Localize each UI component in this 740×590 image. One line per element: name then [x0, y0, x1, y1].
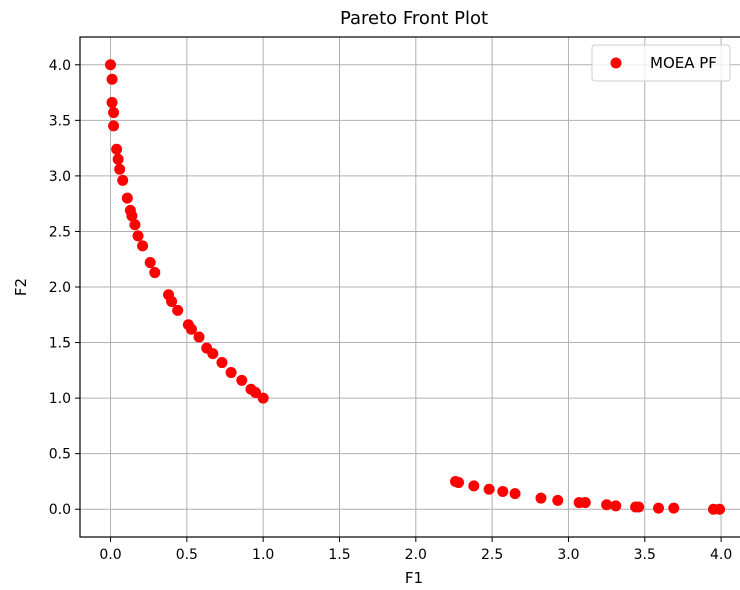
data-point — [108, 107, 120, 119]
data-point — [149, 267, 161, 279]
data-point — [207, 348, 219, 360]
data-point — [535, 492, 547, 504]
y-tick-label: 3.0 — [49, 169, 71, 185]
y-tick-label: 4.0 — [49, 58, 71, 74]
x-tick-label: 0.5 — [176, 547, 198, 563]
x-tick-label: 3.5 — [634, 547, 656, 563]
data-point — [137, 240, 149, 252]
data-point — [216, 357, 228, 369]
data-point — [112, 153, 124, 165]
data-points — [105, 59, 726, 515]
y-tick-label: 0.5 — [49, 447, 71, 463]
data-point — [144, 257, 156, 269]
y-tick-label: 3.5 — [49, 113, 71, 129]
data-point — [121, 192, 133, 204]
y-tick-label: 1.5 — [49, 336, 71, 352]
data-point — [106, 97, 118, 109]
data-point — [552, 494, 564, 506]
data-point — [633, 501, 645, 513]
legend-box — [591, 44, 731, 82]
y-tick-label: 1.0 — [49, 391, 71, 407]
data-point — [132, 230, 144, 242]
legend-marker — [610, 57, 622, 69]
data-point — [172, 304, 184, 316]
data-point — [497, 485, 509, 497]
data-point — [111, 143, 123, 155]
y-tick-label: 0.0 — [49, 502, 71, 518]
x-tick-label: 0.0 — [99, 547, 121, 563]
y-axis: 0.0 0.5 1.0 1.5 2.0 2.5 3.0 3.5 4.0 — [49, 58, 80, 518]
data-point — [193, 331, 205, 343]
data-point — [106, 73, 118, 85]
data-point — [185, 323, 197, 335]
data-point — [236, 374, 248, 386]
data-point — [250, 387, 262, 399]
y-axis-label: F2 — [12, 278, 30, 296]
x-axis-label: F1 — [405, 569, 423, 587]
data-point — [129, 219, 141, 231]
data-point — [108, 120, 120, 132]
x-axis: 0.0 0.5 1.0 1.5 2.0 2.5 3.0 3.5 4.0 — [99, 537, 732, 563]
x-tick-label: 2.0 — [405, 547, 427, 563]
data-point — [105, 59, 117, 71]
data-point — [468, 480, 480, 492]
data-point — [601, 499, 613, 511]
data-point — [483, 483, 495, 495]
data-point — [653, 502, 665, 514]
data-point — [117, 174, 129, 186]
x-tick-label: 2.5 — [481, 547, 503, 563]
data-point — [668, 502, 680, 514]
data-point — [453, 477, 465, 489]
data-point — [610, 500, 622, 512]
legend-label: MOEA PF — [650, 54, 717, 72]
data-point — [126, 210, 138, 222]
x-tick-label: 1.5 — [328, 547, 350, 563]
chart-title: Pareto Front Plot — [340, 8, 488, 29]
legend: MOEA PF — [591, 44, 731, 82]
x-tick-label: 4.0 — [710, 547, 732, 563]
x-tick-label: 3.0 — [557, 547, 579, 563]
data-point — [114, 163, 126, 175]
y-tick-label: 2.5 — [49, 224, 71, 240]
data-point — [714, 503, 726, 515]
y-tick-label: 2.0 — [49, 280, 71, 296]
data-point — [579, 497, 591, 509]
data-point — [257, 392, 269, 404]
data-point — [509, 488, 521, 500]
data-point — [225, 367, 237, 379]
x-tick-label: 1.0 — [252, 547, 274, 563]
data-point — [166, 295, 178, 307]
